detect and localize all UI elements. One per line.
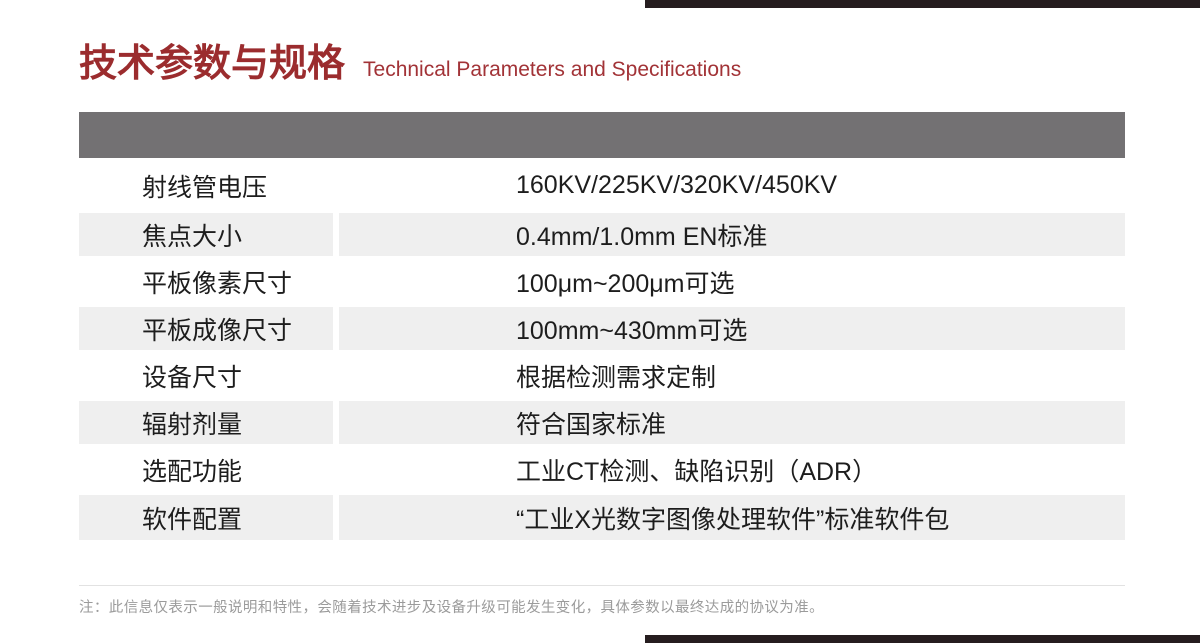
column-gutter	[333, 495, 339, 540]
page-title-english: Technical Parameters and Specifications	[363, 58, 742, 81]
bottom-right-accent-bar	[645, 635, 1200, 643]
spec-label-cell: 选配功能	[142, 457, 243, 486]
column-gutter	[333, 350, 339, 401]
table-header-bar	[79, 112, 1125, 158]
spec-label-cell: 辐射剂量	[79, 401, 333, 444]
column-gutter	[333, 401, 339, 444]
spec-value-cell: 100mm~430mm可选	[339, 307, 1125, 350]
footnote: 注：此信息仅表示一般说明和特性，会随着技术进步及设备升级可能发生变化，具体参数以…	[79, 600, 824, 616]
spec-table-row: 辐射剂量 符合国家标准	[79, 401, 1125, 444]
column-gutter	[333, 256, 339, 307]
spec-value-cell: 160KV/225KV/320KV/450KV	[516, 171, 838, 199]
spec-value-cell: 符合国家标准	[339, 401, 1125, 444]
spec-table-row: 软件配置 “工业X光数字图像处理软件”标准软件包	[79, 495, 1125, 540]
page-title-chinese: 技术参数与规格	[79, 43, 346, 85]
column-gutter	[333, 213, 339, 256]
spec-label-cell: 平板成像尺寸	[79, 307, 333, 350]
spec-label-cell: 设备尺寸	[142, 363, 243, 392]
column-gutter	[333, 158, 339, 213]
footnote-divider	[79, 585, 1125, 586]
spec-table: 射线管电压 160KV/225KV/320KV/450KV 焦点大小 0.4mm…	[79, 158, 1125, 540]
spec-table-row: 射线管电压 160KV/225KV/320KV/450KV	[79, 158, 1125, 213]
spec-table-row: 平板像素尺寸 100μm~200μm可选	[79, 256, 1125, 307]
spec-value-cell: 100μm~200μm可选	[516, 269, 735, 298]
spec-label-cell: 平板像素尺寸	[142, 269, 293, 298]
spec-table-row: 平板成像尺寸 100mm~430mm可选	[79, 307, 1125, 350]
spec-value-cell: 工业CT检测、缺陷识别（ADR）	[516, 457, 878, 486]
spec-label-cell: 射线管电压	[142, 173, 268, 202]
spec-table-row: 选配功能 工业CT检测、缺陷识别（ADR）	[79, 444, 1125, 495]
spec-table-row: 设备尺寸 根据检测需求定制	[79, 350, 1125, 401]
column-gutter	[333, 307, 339, 350]
page-title: 技术参数与规格 Technical Parameters and Specifi…	[79, 42, 741, 88]
spec-table-row: 焦点大小 0.4mm/1.0mm EN标准	[79, 213, 1125, 256]
top-right-accent-bar	[645, 0, 1200, 8]
spec-label-cell: 焦点大小	[79, 213, 333, 256]
spec-value-cell: 根据检测需求定制	[516, 363, 717, 392]
column-gutter	[333, 444, 339, 495]
spec-label-cell: 软件配置	[79, 495, 333, 540]
spec-value-cell: 0.4mm/1.0mm EN标准	[339, 213, 1125, 256]
spec-value-cell: “工业X光数字图像处理软件”标准软件包	[339, 495, 1125, 540]
